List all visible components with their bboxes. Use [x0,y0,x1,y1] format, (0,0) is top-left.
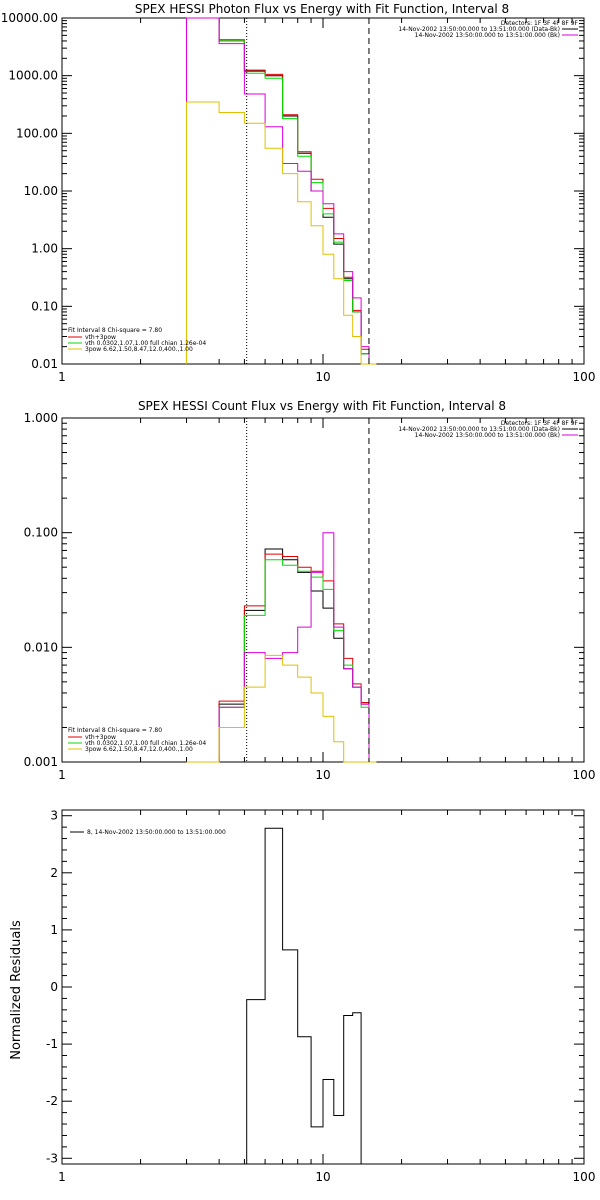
x-tick-label-1: 1 [58,1170,66,1184]
y-tick-label-0: 0 [50,980,58,994]
legend-left-1-line-3: 3pow 6.62,1.50,8.47,12.0,400.,1.00 [85,346,193,353]
legend-left-2-line-0: Fit Interval 8 Chi-square = 7.80 [68,727,162,734]
y-tick-label-10000.00: 10000.00 [1,11,58,25]
y-tick-label-2: 2 [50,866,58,880]
y-tick-label--3: -3 [46,1151,58,1165]
y-tick-label-0.10: 0.10 [31,299,58,313]
y-tick-label--2: -2 [46,1094,58,1108]
series-magenta-step-line [186,532,377,763]
legend-right-1-line-0: Detectors: 1F 3F 4F 8F 9F [501,20,579,27]
legend-left-3: 8, 14-Nov-2002 13:50:00.000 to 13:51:00.… [70,829,226,836]
y-tick-label-1.000: 1.000 [24,411,58,425]
x-tick-label-1: 1 [58,370,66,384]
legend-left-1: Fit Interval 8 Chi-square = 7.80 vth+3po… [68,327,206,353]
vlines-1 [246,18,370,364]
y-tick-label-100.00: 100.00 [16,126,58,140]
x-tick-label-100: 100 [573,370,596,384]
legend-left-1-line-0: Fit Interval 8 Chi-square = 7.80 [68,327,162,334]
x-tick-label-100: 100 [573,1170,596,1184]
x-tick-label-1: 1 [58,768,66,782]
legend-right-2-line-0: Detectors: 1F 3F 4F 8F 9F [501,420,579,427]
y-tick-label-1: 1 [50,923,58,937]
title-count-flux: SPEX HESSI Count Flux vs Energy with Fit… [138,399,506,413]
legend-left-2: Fit Interval 8 Chi-square = 7.80 vth+3po… [68,727,206,753]
series-3 [246,827,369,1165]
panel-residuals: Normalized Residuals 1 10 100 -3 -2 -1 0 1 2 3 8,… [9,809,595,1184]
axis-ticks-1: 1 10 100 0.01 0.10 1.00 10.00 100.00 1000.00 1000… [1,11,596,384]
series-black-step-line [246,827,369,1165]
x-tick-label-10: 10 [315,768,330,782]
y-tick-label-0.100: 0.100 [24,526,58,540]
series-yellow-step-line [186,654,377,763]
y-tick-label-0.01: 0.01 [31,357,58,371]
panel-photon-flux: SPEX HESSI Photon Flux vs Energy with Fi… [1,2,596,384]
axis-ticks-3: 1 10 100 -3 -2 -1 0 1 2 3 [46,809,595,1184]
legend-left-2-line-2: vth 0.0302,1.07,1.00 full chian 1.26e-04 [85,740,206,747]
legend-right-1-line-1: 14-Nov-2002 13:50:00.000 to 13:51:00.000… [398,26,560,33]
axis-ticks-2: 1 10 100 0.001 0.010 0.100 1.000 [24,411,596,782]
series-magenta-step-line [186,17,377,365]
series-green-step-line [186,559,377,763]
series-red-step-line [186,17,377,365]
series-green-step-line [186,17,377,365]
y-tick-label-1.00: 1.00 [31,242,58,256]
panel-count-flux: SPEX HESSI Count Flux vs Energy with Fit… [24,399,596,782]
legend-left-2-line-3: 3pow 6.62,1.50,8.47,12.0,400.,1.00 [85,746,193,753]
legend-left-3-line-0: 8, 14-Nov-2002 13:50:00.000 to 13:51:00.… [87,829,226,836]
legend-right-1-line-2: 14-Nov-2002 13:50:00.000 to 13:51:00.000… [415,32,560,39]
x-tick-label-100: 100 [573,768,596,782]
legend-right-1: Detectors: 1F 3F 4F 8F 9F 14-Nov-2002 13… [398,20,578,39]
legend-left-1-line-2: vth 0.0302,1.07,1.00 full chian 1.26e-04 [85,340,206,347]
y-tick-label-10.00: 10.00 [24,184,58,198]
y-tick-label-3: 3 [50,809,58,823]
y-tick-label-0.010: 0.010 [24,640,58,654]
legend-left-1-line-1: vth+3pow [85,334,116,341]
legend-right-2: Detectors: 1F 3F 4F 8F 9F 14-Nov-2002 13… [398,420,578,439]
y-tick-label-1000.00: 1000.00 [8,69,58,83]
series-yellow-step-line [186,101,377,365]
y-tick-label--1: -1 [46,1037,58,1051]
series-2 [186,532,377,763]
ylabel-residuals: Normalized Residuals [9,920,24,1060]
series-1 [186,17,377,365]
vlines-2 [246,418,370,762]
legend-left-2-line-1: vth+3pow [85,734,116,741]
legend-right-2-line-1: 14-Nov-2002 13:50:00.000 to 13:51:00.000… [398,426,560,433]
x-tick-label-10: 10 [315,1170,330,1184]
series-black-step-line [186,17,377,365]
legend-right-2-line-2: 14-Nov-2002 13:50:00.000 to 13:51:00.000… [415,432,560,439]
x-tick-label-10: 10 [315,370,330,384]
title-photon-flux: SPEX HESSI Photon Flux vs Energy with Fi… [135,2,509,16]
y-tick-label-0.001: 0.001 [24,755,58,769]
